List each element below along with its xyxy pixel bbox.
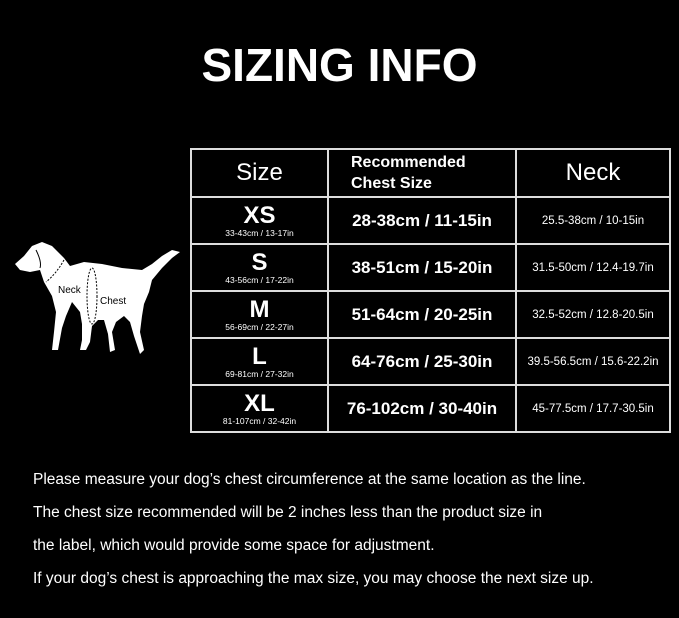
- header-neck: Neck: [515, 148, 671, 198]
- chest-cell: 28-38cm / 11-15in: [327, 196, 517, 245]
- size-cell: XL 81-107cm / 32-42in: [190, 384, 329, 433]
- header-chest: Recommended Chest Size: [327, 148, 517, 198]
- neck-cell: 32.5-52cm / 12.8-20.5in: [515, 290, 671, 339]
- note-line: Please measure your dog’s chest circumfe…: [33, 471, 586, 488]
- size-range: 33-43cm / 13-17in: [225, 227, 294, 238]
- dog-illustration: Neck Chest: [15, 242, 180, 354]
- neck-cell: 39.5-56.5cm / 15.6-22.2in: [515, 337, 671, 386]
- header-size: Size: [190, 148, 329, 198]
- size-range: 69-81cm / 27-32in: [225, 368, 294, 379]
- page-title: SIZING INFO: [201, 39, 478, 91]
- table-row: XS 33-43cm / 13-17in 28-38cm / 11-15in 25…: [190, 196, 671, 245]
- size-label: XL: [244, 389, 275, 417]
- size-label: M: [249, 295, 270, 323]
- chest-cell: 64-76cm / 25-30in: [327, 337, 517, 386]
- table-row: XL 81-107cm / 32-42in 76-102cm / 30-40in …: [190, 384, 671, 433]
- neck-cell: 31.5-50cm / 12.4-19.7in: [515, 243, 671, 292]
- size-label: L: [252, 342, 267, 370]
- size-cell: L 69-81cm / 27-32in: [190, 337, 329, 386]
- header-chest-line2: Chest Size: [351, 175, 432, 192]
- chest-cell: 51-64cm / 20-25in: [327, 290, 517, 339]
- dog-silhouette: [15, 242, 180, 354]
- neck-label: Neck: [58, 285, 82, 296]
- table-header-row: Size Recommended Chest Size Neck: [190, 148, 671, 198]
- size-range: 81-107cm / 32-42in: [222, 415, 297, 426]
- size-cell: M 56-69cm / 22-27in: [190, 290, 329, 339]
- chest-cell: 76-102cm / 30-40in: [327, 384, 517, 433]
- table-row: L 69-81cm / 27-32in 64-76cm / 25-30in 39.…: [190, 337, 671, 386]
- chest-cell: 38-51cm / 15-20in: [327, 243, 517, 292]
- size-cell: XS 33-43cm / 13-17in: [190, 196, 329, 245]
- size-range: 56-69cm / 22-27in: [225, 321, 294, 332]
- measurement-notes: Please measure your dog’s chest circumfe…: [33, 470, 594, 602]
- note-line: The chest size recommended will be 2 inc…: [33, 504, 543, 521]
- size-range: 43-56cm / 17-22in: [225, 274, 294, 285]
- table-row: S 43-56cm / 17-22in 38-51cm / 15-20in 31.…: [190, 243, 671, 292]
- size-label: XS: [243, 201, 276, 229]
- chest-label: Chest: [100, 296, 126, 307]
- size-label: S: [251, 248, 268, 276]
- neck-cell: 45-77.5cm / 17.7-30.5in: [515, 384, 671, 433]
- header-chest-line1: Recommended: [351, 154, 466, 171]
- size-cell: S 43-56cm / 17-22in: [190, 243, 329, 292]
- note-line: If your dog’s chest is approaching the m…: [33, 570, 594, 587]
- note-line: the label, which would provide some spac…: [33, 537, 435, 554]
- neck-cell: 25.5-38cm / 10-15in: [515, 196, 671, 245]
- table-row: M 56-69cm / 22-27in 51-64cm / 20-25in 32.…: [190, 290, 671, 339]
- sizing-table: Size Recommended Chest Size Neck XS 33-43c…: [190, 148, 671, 433]
